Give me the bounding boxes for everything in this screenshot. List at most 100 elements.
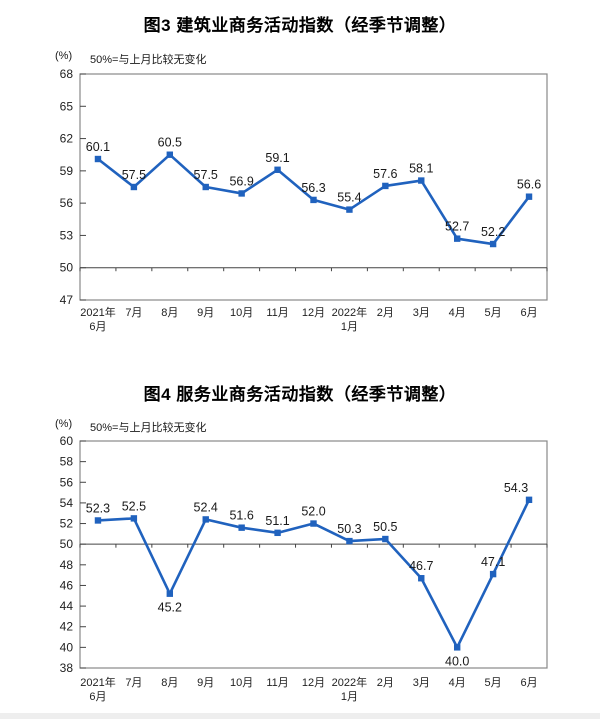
data-point-marker: [453, 644, 461, 651]
x-axis-category-label: 6月: [520, 307, 537, 319]
services-chart-note: 50%=与上月比较无变化: [90, 422, 207, 434]
x-axis-category-label: 2021年 6月: [80, 305, 115, 333]
data-point-marker: [525, 193, 533, 200]
data-point-label: 52.0: [301, 505, 325, 519]
page-bottom-edge: [0, 713, 600, 719]
x-axis-category-label: 8月: [161, 677, 178, 689]
services-y-axis-unit: (%): [55, 418, 73, 430]
data-point-marker: [453, 235, 461, 242]
y-axis-tick-label: 62: [60, 132, 74, 146]
x-axis-category-label: 11月: [266, 677, 288, 689]
x-axis-category-label: 9月: [197, 307, 214, 319]
y-axis-tick-label: 50: [60, 261, 74, 275]
data-point-label: 51.6: [229, 509, 253, 523]
data-point-marker: [382, 182, 389, 190]
data-point-marker: [238, 524, 245, 531]
data-point-marker: [202, 183, 209, 191]
x-axis-category-label: 9月: [197, 677, 214, 689]
data-point-marker: [274, 166, 281, 173]
x-axis-category-label: 5月: [485, 677, 502, 689]
services-chart-title: 图4 服务业商务活动指数（经季节调整）: [143, 385, 457, 404]
data-point-label: 60.5: [158, 136, 182, 150]
data-point-label: 56.6: [517, 178, 541, 192]
x-axis-category-label: 12月: [302, 677, 325, 689]
x-axis-category-label: 12月: [302, 307, 325, 319]
plot-border: [79, 440, 548, 669]
construction-chart-note-row: (%) 50%=与上月比较无变化: [0, 50, 600, 66]
data-point-label: 40.0: [445, 654, 469, 668]
y-axis-tick-label: 68: [60, 67, 74, 81]
data-point-marker: [202, 516, 209, 523]
y-axis-tick-label: 65: [60, 99, 74, 113]
construction-chart-note: 50%=与上月比较无变化: [90, 54, 207, 66]
y-axis-tick-label: 44: [60, 599, 74, 613]
data-point-label: 52.4: [194, 500, 218, 514]
y-axis-tick-label: 46: [60, 578, 74, 592]
x-axis-category-label: 5月: [485, 307, 502, 319]
data-point-marker: [130, 515, 138, 522]
data-point-label: 55.4: [337, 191, 361, 205]
data-point-marker: [94, 155, 102, 163]
data-point-marker: [489, 570, 497, 578]
x-axis-category-label: 6月: [520, 677, 537, 689]
data-point-label: 57.6: [373, 167, 397, 181]
y-axis-tick-label: 54: [60, 496, 74, 510]
y-axis-tick-label: 50: [60, 537, 74, 551]
data-point-label: 51.1: [265, 514, 289, 528]
data-point-label: 57.5: [194, 168, 218, 182]
y-axis-tick-label: 40: [60, 640, 74, 654]
y-axis-tick-label: 47: [60, 293, 74, 307]
data-point-marker: [166, 590, 174, 597]
x-axis-category-label: 3月: [413, 307, 430, 319]
data-point-marker: [130, 183, 138, 191]
x-axis-category-label: 4月: [449, 677, 466, 689]
y-axis-tick-label: 38: [60, 661, 74, 675]
x-axis-category-label: 3月: [413, 677, 430, 689]
data-point-label: 54.3: [504, 481, 528, 495]
data-point-marker: [310, 520, 317, 527]
x-axis-category-label: 4月: [449, 307, 466, 319]
construction-y-axis-unit: (%): [55, 50, 73, 62]
data-point-label: 46.7: [409, 559, 433, 573]
x-axis-category-label: 7月: [125, 677, 142, 689]
services-pmi-line-chart: 60 58 56 54 52 50 48 46 44 42 40 38 52.3 52.5 45.2 52.4…: [60, 434, 548, 703]
x-axis-category-label: 11月: [266, 307, 288, 319]
x-axis-category-label: 8月: [161, 307, 178, 319]
y-axis-tick-label: 56: [60, 475, 74, 489]
data-point-label: 56.3: [301, 181, 325, 195]
data-point-marker: [238, 190, 245, 197]
x-axis-category-label: 10月: [230, 677, 253, 689]
data-point-label: 47.1: [481, 555, 505, 569]
data-point-label: 50.5: [373, 520, 397, 534]
data-point-label: 58.1: [409, 162, 433, 176]
y-axis-tick-label: 59: [60, 164, 74, 178]
x-axis-category-label: 2021年 6月: [80, 675, 115, 703]
y-axis-tick-label: 60: [60, 434, 74, 448]
data-point-marker: [166, 151, 174, 158]
construction-pmi-line-chart: 68 65 62 59 56 53 50 47 60.1 57.5 60.5 57.5 56.9 59.1…: [60, 67, 548, 333]
data-point-marker: [94, 517, 102, 524]
data-point-label: 60.1: [86, 140, 110, 154]
x-axis-category-label: 10月: [230, 307, 253, 319]
data-point-marker: [418, 575, 425, 582]
y-axis-tick-label: 52: [60, 517, 74, 531]
data-point-label: 45.2: [158, 601, 182, 615]
services-chart-note-row: (%) 50%=与上月比较无变化: [0, 418, 600, 434]
y-axis-tick-label: 42: [60, 620, 74, 634]
data-point-label: 52.5: [122, 499, 146, 513]
x-axis-category-label: 2月: [377, 677, 394, 689]
data-point-label: 57.5: [122, 168, 146, 182]
x-axis-category-label: 7月: [125, 307, 142, 319]
x-axis-category-label: 2月: [377, 307, 394, 319]
data-point-label: 56.9: [229, 174, 253, 188]
x-axis-category-label: 2022年 1月: [332, 305, 367, 333]
data-point-label: 59.1: [265, 151, 289, 165]
data-point-label: 52.2: [481, 225, 505, 239]
data-point-marker: [346, 206, 353, 213]
x-axis-category-label: 2022年 1月: [332, 675, 367, 703]
data-point-label: 52.7: [445, 220, 469, 234]
y-axis-tick-label: 48: [60, 558, 74, 572]
data-point-marker: [418, 177, 425, 184]
data-point-label: 52.3: [86, 501, 110, 515]
